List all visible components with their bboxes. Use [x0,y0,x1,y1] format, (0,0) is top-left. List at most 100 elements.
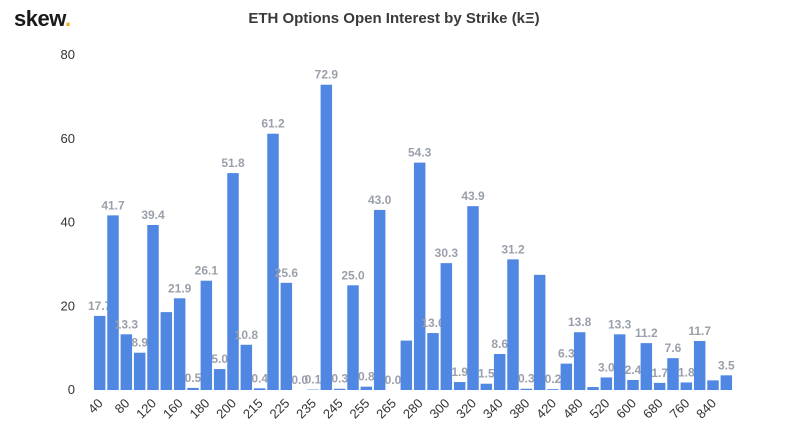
data-label: 72.9 [315,68,339,82]
x-tick-label: 480 [560,396,586,422]
bar [547,389,559,390]
bar [427,333,439,390]
data-label: 17.7 [88,299,112,313]
x-tick-label: 840 [693,396,719,422]
x-tick-label: 120 [133,396,159,422]
bar [200,280,213,390]
data-label: 41.7 [101,198,125,212]
data-label: 3.0 [598,360,615,374]
x-tick-label: 200 [213,396,239,422]
bar [467,206,479,390]
bar [347,285,359,390]
data-label: 0.3 [518,372,535,386]
bar [627,379,639,390]
data-label: 0.3 [331,372,348,386]
bar [693,341,706,390]
x-tick-label: 40 [85,396,106,417]
data-label: 31.2 [501,242,525,256]
data-label: 0.8 [358,370,375,384]
logo-dot: . [65,6,71,31]
x-tick-label: 340 [480,396,506,422]
bar [187,387,199,390]
bar [160,312,173,390]
data-label: 1.7 [651,366,668,380]
bar [120,334,133,390]
bar [560,363,573,390]
data-label: 51.8 [221,156,245,170]
y-tick-label: 0 [68,382,75,397]
data-label: 0.2 [545,372,562,386]
data-label: 10.8 [235,328,259,342]
x-tick-label: 420 [533,396,559,422]
bar [147,225,159,390]
bar [440,263,453,390]
data-label: 25.0 [341,268,365,282]
data-label: 13.3 [608,317,632,331]
data-label: 30.3 [435,246,459,260]
data-label: 11.7 [688,324,711,338]
data-label: 54.3 [408,146,432,160]
x-tick-label: 80 [112,396,133,417]
bar [680,382,693,390]
data-label: 11.2 [635,326,658,340]
data-label: 13.6 [421,316,445,330]
x-tick-label: 265 [373,396,399,422]
x-tick-label: 235 [293,396,319,422]
data-label: 7.6 [665,341,682,355]
x-tick-label: 300 [426,396,452,422]
data-label: 0.4 [251,371,268,385]
data-label: 0.0 [385,373,402,387]
bar [373,209,386,390]
bar [707,380,719,390]
bar [640,343,653,390]
data-label: 3.5 [718,358,735,372]
x-tick-label: 520 [586,396,612,422]
data-label: 1.5 [478,367,495,381]
data-label: 39.4 [141,208,165,222]
bar [333,388,346,390]
bar [613,334,626,390]
data-label: 0.1 [305,373,322,387]
data-label: 25.6 [275,266,299,280]
bar [507,259,519,390]
bar [93,315,106,390]
x-tick-label: 160 [160,396,186,422]
bar [360,386,373,390]
data-label: 0.5 [185,371,202,385]
y-tick-label: 60 [61,131,75,146]
bar [267,133,279,391]
data-label: 13.3 [115,317,139,331]
x-tick-label: 255 [346,396,372,422]
bar [413,162,426,390]
x-tick-label: 215 [240,396,266,422]
bar [253,388,266,390]
bar [600,377,613,390]
bar [587,387,599,390]
data-label: 26.1 [195,264,219,278]
bar [320,84,333,390]
bar [400,340,413,390]
data-label: 1.8 [678,365,695,379]
x-tick-label: 380 [506,396,532,422]
x-tick-label: 225 [266,396,292,422]
data-label: 1.9 [451,365,468,379]
bar [213,369,226,390]
data-label: 43.0 [368,193,392,207]
y-tick-label: 40 [61,215,75,230]
data-label: 0.0 [291,373,308,387]
x-tick-label: 245 [320,396,346,422]
bar [653,382,666,390]
data-label: 2.4 [625,363,642,377]
x-tick-label: 320 [453,396,479,422]
bar [453,382,466,390]
bar [280,282,293,390]
data-label: 61.2 [261,117,285,131]
data-label: 6.3 [558,347,575,361]
x-tick-label: 760 [666,396,692,422]
bar [107,215,119,390]
bar [667,358,679,390]
data-label: 8.6 [491,337,508,351]
y-tick-label: 80 [61,47,75,62]
chart-title: ETH Options Open Interest by Strike (kΞ) [248,10,540,27]
